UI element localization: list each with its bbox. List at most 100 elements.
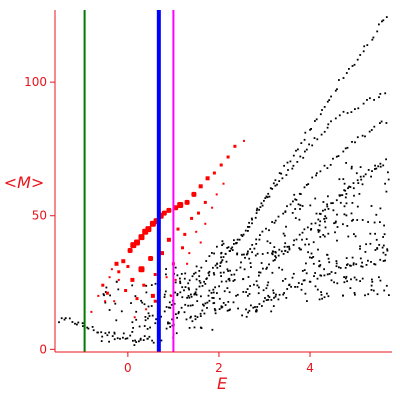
data-point-black [326, 292, 328, 295]
data-point-black [268, 263, 270, 266]
data-point-red [135, 297, 139, 301]
data-point-black [330, 95, 332, 98]
data-point-black [282, 253, 285, 255]
data-point-black [183, 289, 185, 292]
data-point-black [208, 274, 210, 277]
data-point-black [224, 304, 227, 306]
data-point-black [190, 293, 192, 296]
data-point-black [265, 268, 268, 270]
data-point-black [246, 288, 249, 290]
data-point-red [205, 176, 210, 181]
data-point-black [294, 217, 297, 219]
data-point-black [306, 226, 309, 229]
data-point-black [301, 270, 304, 272]
x-tick-label: 4 [306, 361, 314, 375]
data-point-black [302, 279, 305, 282]
data-point-black [151, 339, 153, 342]
data-point-black [190, 295, 193, 298]
data-point-red [121, 259, 126, 264]
data-point-black [258, 303, 261, 305]
data-point-black [139, 338, 142, 341]
data-point-black [383, 233, 386, 236]
data-point-black [345, 72, 348, 74]
data-point-black [354, 235, 357, 238]
data-point-black [286, 245, 289, 248]
data-point-black [106, 334, 109, 337]
data-point-black [176, 294, 179, 297]
data-point-black [247, 294, 249, 297]
data-point-black [293, 193, 296, 196]
data-point-black [269, 242, 272, 244]
data-point-black [254, 306, 256, 308]
data-point-black [250, 304, 252, 307]
data-point-black [350, 264, 352, 267]
data-point-black [129, 334, 132, 337]
data-point-black [367, 169, 370, 171]
data-point-black [91, 326, 94, 328]
data-point-black [274, 179, 277, 182]
data-point-black [318, 224, 321, 227]
data-point-black [176, 316, 178, 319]
data-point-red [105, 291, 109, 295]
data-point-black [208, 270, 211, 273]
data-point-black [130, 302, 132, 304]
data-point-black [211, 297, 214, 299]
data-point-black [274, 219, 277, 222]
data-point-black [224, 253, 227, 255]
data-point-black [236, 253, 238, 256]
data-point-red [173, 205, 179, 211]
data-point-black [382, 260, 385, 262]
data-point-black [374, 263, 377, 266]
data-point-black [241, 253, 243, 256]
data-point-black [385, 284, 388, 287]
data-point-black [296, 286, 299, 288]
data-point-black [284, 242, 287, 245]
data-point-black [187, 304, 190, 307]
data-point-black [382, 164, 385, 167]
data-point-black [364, 135, 366, 138]
data-point-black [259, 234, 261, 236]
data-point-black [299, 208, 301, 210]
data-point-black [356, 179, 359, 182]
data-point-black [227, 301, 230, 303]
data-point-black [364, 251, 367, 253]
data-point-black [240, 234, 243, 236]
data-point-black [318, 260, 321, 262]
data-point-black [104, 332, 107, 335]
data-point-black [318, 298, 321, 301]
data-point-black [362, 50, 365, 53]
data-point-black [179, 282, 182, 284]
data-point-black [272, 259, 275, 262]
data-point-red [199, 241, 202, 244]
data-point-black [134, 295, 137, 297]
data-point-black [282, 232, 285, 235]
y-tick-label: 100 [24, 75, 47, 89]
data-point-black [304, 243, 307, 246]
data-point-black [260, 202, 263, 205]
data-point-black [299, 248, 302, 251]
data-point-black [345, 202, 348, 205]
data-point-black [266, 240, 269, 243]
data-point-black [248, 226, 251, 228]
data-point-black [373, 99, 375, 101]
data-point-black [326, 126, 329, 129]
data-point-black [165, 306, 168, 308]
data-point-black [190, 315, 192, 318]
data-point-black [299, 204, 302, 207]
data-point-black [219, 262, 222, 264]
data-point-black [346, 225, 349, 227]
data-point-black [92, 329, 95, 332]
data-point-black [124, 337, 127, 340]
data-point-black [347, 187, 349, 190]
data-point-black [358, 193, 361, 195]
data-point-red [138, 234, 145, 241]
data-point-black [329, 164, 332, 166]
data-point-black [229, 269, 231, 272]
data-point-black [293, 239, 295, 242]
data-point-black [247, 276, 250, 278]
data-point-black [365, 243, 367, 246]
data-point-black [221, 240, 224, 243]
data-point-black [343, 281, 346, 284]
data-point-black [330, 120, 332, 123]
data-point-black [169, 326, 172, 328]
